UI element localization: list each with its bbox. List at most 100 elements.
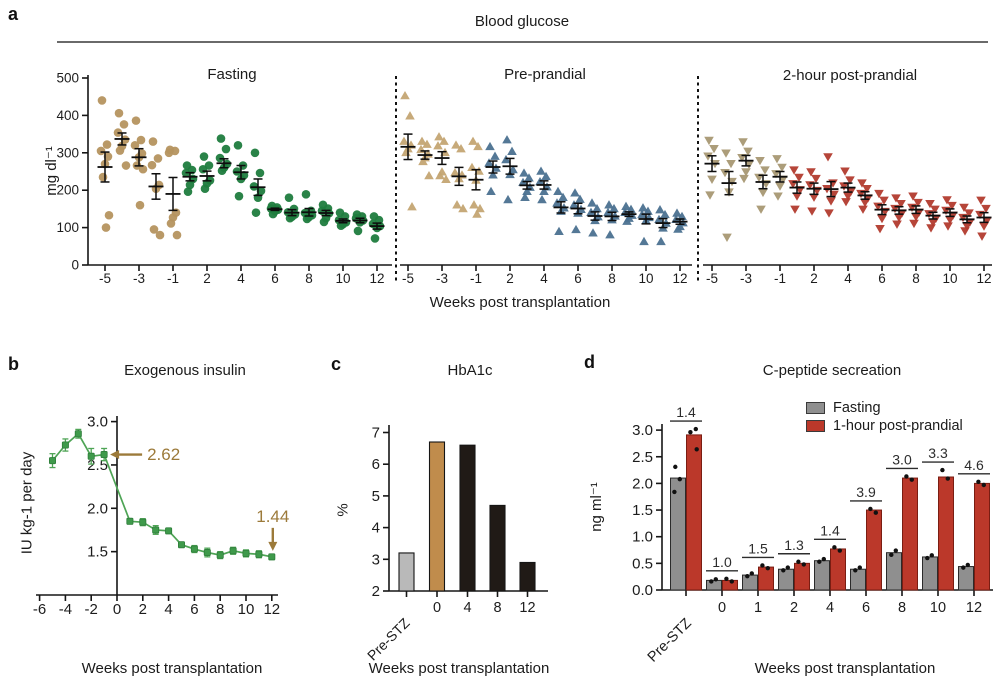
scatter-point: [130, 141, 140, 150]
scatter-point: [773, 192, 783, 201]
scatter-point: [755, 156, 765, 166]
scatter-point: [660, 209, 670, 219]
tick-label: 1.0: [632, 529, 653, 546]
scatter-point: [909, 219, 919, 229]
data-dot: [940, 467, 945, 473]
scatter-point: [520, 192, 530, 201]
scatter-point: [775, 182, 785, 191]
panel-c-letter: c: [331, 354, 342, 374]
annotation-value: 2.62: [147, 445, 180, 464]
scatter-point: [959, 203, 969, 213]
line-point: [100, 451, 108, 459]
data-dot: [760, 563, 765, 568]
scatter-point: [422, 139, 432, 148]
scatter-point: [441, 174, 451, 184]
scatter-point: [268, 209, 278, 219]
tick-label: 100: [56, 220, 79, 235]
scatter-point: [284, 193, 294, 202]
tick-label: 0: [113, 601, 121, 618]
ratio-label: 3.9: [856, 484, 876, 500]
scatter-point: [138, 164, 148, 174]
scatter-point: [911, 213, 921, 222]
ratio-label: 1.3: [784, 537, 804, 553]
scatter-point: [789, 166, 799, 175]
scatter-point: [131, 116, 141, 125]
tick-label: 200: [56, 183, 79, 198]
ratio-label: 1.0: [712, 554, 732, 570]
category-label: Pre-STZ: [645, 615, 695, 665]
line-point: [165, 527, 173, 535]
scatter-point: [892, 220, 902, 229]
data-dot: [713, 577, 718, 582]
scatter-point: [153, 154, 163, 163]
category-label: 8: [898, 600, 906, 616]
tick-label: 4: [237, 271, 245, 286]
category-label: 10: [930, 600, 946, 616]
scatter-point: [319, 217, 329, 227]
tick-label: 12: [263, 601, 280, 618]
panel-a-header: Blood glucose: [474, 13, 570, 30]
panel-d-letter: d: [584, 352, 595, 372]
scatter-point: [451, 140, 461, 149]
scatter-point: [104, 210, 114, 220]
bar-postprandial-4: [830, 548, 846, 591]
scatter-point: [894, 213, 904, 223]
scatter-point: [741, 168, 751, 177]
scatter-point: [964, 209, 974, 218]
scatter-point: [809, 193, 819, 202]
scatter-point: [792, 192, 802, 201]
scatter-point: [875, 225, 885, 234]
tick-label: 2: [203, 271, 211, 286]
tick-label: 6: [190, 601, 198, 618]
scatter-point: [452, 200, 462, 209]
scatter-point: [250, 148, 260, 158]
line-point: [190, 545, 198, 553]
scatter-point: [216, 134, 226, 143]
bar-fasting-8: [886, 552, 902, 591]
tick-label: -5: [99, 271, 111, 286]
scatter-point: [896, 199, 906, 209]
bar-fasting-12: [958, 566, 974, 591]
tick-label: -2: [85, 601, 98, 618]
data-dot: [821, 556, 826, 562]
subplot-title-fasting: Fasting: [207, 66, 257, 83]
scatter-point: [199, 152, 209, 161]
line-point: [229, 547, 237, 555]
scatter-point: [908, 192, 918, 201]
bar-fasting-4: [814, 560, 830, 591]
scatter-point: [553, 186, 563, 195]
line-point: [268, 553, 276, 561]
scatter-point: [353, 226, 363, 236]
scatter-point: [101, 223, 111, 232]
scatter-point: [756, 205, 766, 214]
tick-label: -4: [59, 601, 72, 618]
legend-item-post-prandial: 1-hour post-prandial: [806, 418, 963, 434]
scatter-point: [469, 200, 479, 209]
bar-fasting-6: [850, 568, 866, 591]
category-label: 4: [463, 600, 471, 616]
scatter-point: [677, 211, 687, 221]
scatter-point: [604, 200, 614, 209]
scatter-point: [609, 203, 619, 213]
scatter-point: [302, 214, 312, 224]
scatter-point: [468, 136, 478, 145]
scatter-point: [930, 205, 940, 214]
tick-label: 2.5: [632, 449, 653, 466]
category-label: 12: [966, 600, 982, 616]
scatter-point: [840, 167, 850, 176]
scatter-point: [417, 136, 427, 145]
scatter-point: [575, 194, 585, 203]
panel-d-x-axis-label: Weeks post transplantation: [754, 660, 936, 677]
line-point: [139, 518, 147, 526]
tick-label: 2: [810, 271, 818, 286]
tick-label: 3.0: [632, 422, 653, 439]
scatter-point: [891, 194, 901, 203]
tick-label: 5: [372, 488, 380, 505]
scatter-point: [558, 192, 568, 201]
scatter-point: [399, 136, 409, 145]
data-dot: [965, 562, 970, 568]
data-dot: [832, 545, 837, 550]
scatter-point: [234, 191, 244, 201]
tick-label: 8: [216, 601, 224, 618]
scatter-point: [301, 190, 311, 199]
